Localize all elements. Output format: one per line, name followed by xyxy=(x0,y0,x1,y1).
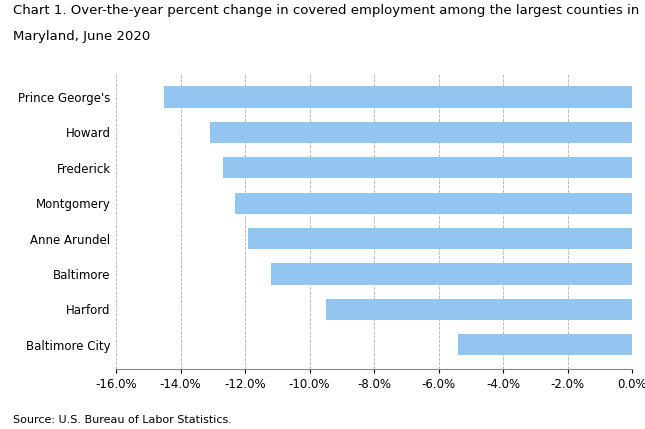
Bar xyxy=(326,299,632,320)
Bar xyxy=(164,86,632,108)
Text: Chart 1. Over-the-year percent change in covered employment among the largest co: Chart 1. Over-the-year percent change in… xyxy=(13,4,639,17)
Bar xyxy=(210,122,632,143)
Text: Maryland, June 2020: Maryland, June 2020 xyxy=(13,30,150,43)
Bar xyxy=(223,157,632,178)
Bar xyxy=(458,334,632,356)
Text: Source: U.S. Bureau of Labor Statistics.: Source: U.S. Bureau of Labor Statistics. xyxy=(13,415,232,425)
Bar xyxy=(235,193,632,214)
Bar xyxy=(271,263,632,285)
Bar xyxy=(248,228,632,249)
